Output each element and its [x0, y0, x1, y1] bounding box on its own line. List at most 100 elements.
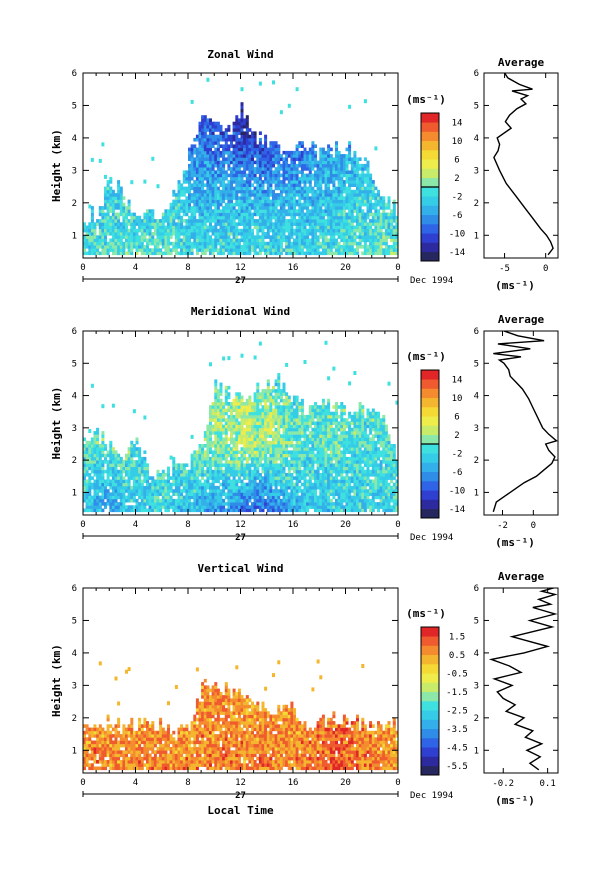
heatmap-cell — [248, 427, 252, 432]
heatmap-cell — [324, 180, 328, 184]
heatmap-cell — [193, 505, 197, 509]
heatmap-cell — [240, 353, 244, 358]
heatmap-cell — [282, 479, 286, 484]
heatmap-cell — [135, 245, 139, 249]
heatmap-cell — [111, 212, 115, 217]
heatmap-cell — [272, 180, 275, 184]
heatmap-cell — [211, 150, 215, 155]
heatmap-cell — [90, 440, 94, 445]
heatmap-cell — [253, 450, 257, 454]
heatmap-cell — [138, 489, 142, 493]
heatmap-cell — [321, 209, 325, 213]
heatmap-cell — [363, 173, 367, 178]
heatmap-cell — [269, 176, 273, 181]
heatmap-cell — [203, 134, 207, 139]
heatmap-cell — [177, 469, 181, 474]
heatmap-cell — [114, 235, 118, 239]
heatmap-cell — [235, 154, 239, 158]
heatmap-cell — [248, 202, 252, 207]
heatmap-cell — [177, 505, 181, 509]
heatmap-cell — [201, 189, 205, 194]
heatmap-cell — [164, 251, 168, 256]
heatmap-cell — [282, 447, 286, 451]
heatmap-cell — [114, 456, 118, 461]
heatmap-cell — [269, 219, 273, 223]
heatmap-cell — [266, 434, 270, 438]
heatmap-cell — [245, 183, 249, 187]
heatmap-cell — [279, 392, 283, 396]
heatmap-cell — [253, 238, 257, 243]
heatmap-cell — [277, 492, 281, 496]
heatmap-cell — [327, 186, 331, 191]
heatmap-cell — [172, 215, 176, 220]
heatmap-cell — [369, 251, 373, 256]
heatmap-cell — [188, 508, 191, 513]
heatmap-cell — [90, 225, 94, 230]
heatmap-cell — [308, 238, 312, 243]
heatmap-cell — [335, 193, 338, 197]
heatmap-cell — [101, 469, 105, 474]
heatmap-cell — [237, 202, 241, 207]
heatmap-cell — [143, 466, 147, 471]
heatmap-cell — [353, 209, 357, 213]
heatmap-cell — [279, 476, 283, 480]
heatmap-cell — [282, 173, 286, 178]
heatmap-cell — [216, 453, 220, 458]
heatmap-cell — [392, 251, 396, 256]
heatmap-cell — [227, 405, 231, 409]
heatmap-cell — [327, 228, 331, 233]
heatmap-cell — [282, 186, 286, 191]
heatmap-cell — [185, 235, 189, 239]
heatmap-cell — [224, 134, 228, 139]
heatmap-cell — [90, 463, 94, 467]
heatmap-cell — [377, 241, 380, 246]
heatmap-cell — [287, 241, 291, 246]
heatmap-cell — [240, 508, 244, 513]
heatmap-cell — [353, 241, 357, 246]
heatmap-cell — [303, 199, 307, 204]
heatmap-cell — [356, 193, 359, 197]
heatmap-cell — [340, 251, 344, 256]
heatmap-cell — [274, 170, 278, 174]
heatmap-cell — [379, 241, 383, 246]
colorbar-swatch — [421, 214, 439, 225]
heatmap-cell — [348, 150, 352, 155]
heatmap-cell — [350, 248, 354, 252]
heatmap-cell — [130, 498, 134, 503]
heatmap-cell — [232, 405, 236, 409]
heatmap-cell — [269, 411, 273, 416]
heatmap-cell — [274, 492, 278, 496]
heatmap-cell — [230, 144, 233, 148]
heatmap-cell — [258, 238, 262, 243]
heatmap-cell — [227, 245, 231, 249]
heatmap-cell — [269, 440, 273, 445]
heatmap-cell — [308, 176, 312, 181]
heatmap-cell — [329, 180, 333, 184]
heatmap-cell — [235, 463, 239, 467]
heatmap-cell — [201, 219, 205, 223]
heatmap-cell — [282, 498, 286, 503]
heatmap-cell — [140, 502, 144, 506]
heatmap-cell — [93, 440, 97, 445]
heatmap-cell — [224, 424, 228, 429]
heatmap-cell — [303, 193, 307, 197]
heatmap-cell — [279, 395, 283, 400]
heatmap-cell — [251, 421, 254, 425]
heatmap-cell — [366, 196, 370, 200]
heatmap-cell — [148, 215, 152, 220]
heatmap-cell — [245, 440, 249, 445]
heatmap-cell — [135, 219, 139, 223]
heatmap-cell — [293, 238, 296, 243]
heatmap-cell — [277, 456, 281, 461]
heatmap-cell — [96, 498, 100, 503]
heatmap-cell — [327, 144, 331, 148]
heatmap-cell — [390, 209, 394, 213]
heatmap-cell — [266, 235, 270, 239]
heatmap-cell — [243, 248, 247, 252]
heatmap-cell — [243, 189, 247, 194]
heatmap-cell — [237, 222, 241, 226]
heatmap-cell — [190, 469, 194, 474]
heatmap-cell — [167, 492, 170, 496]
heatmap-cell — [222, 456, 226, 461]
heatmap-cell — [251, 212, 254, 217]
